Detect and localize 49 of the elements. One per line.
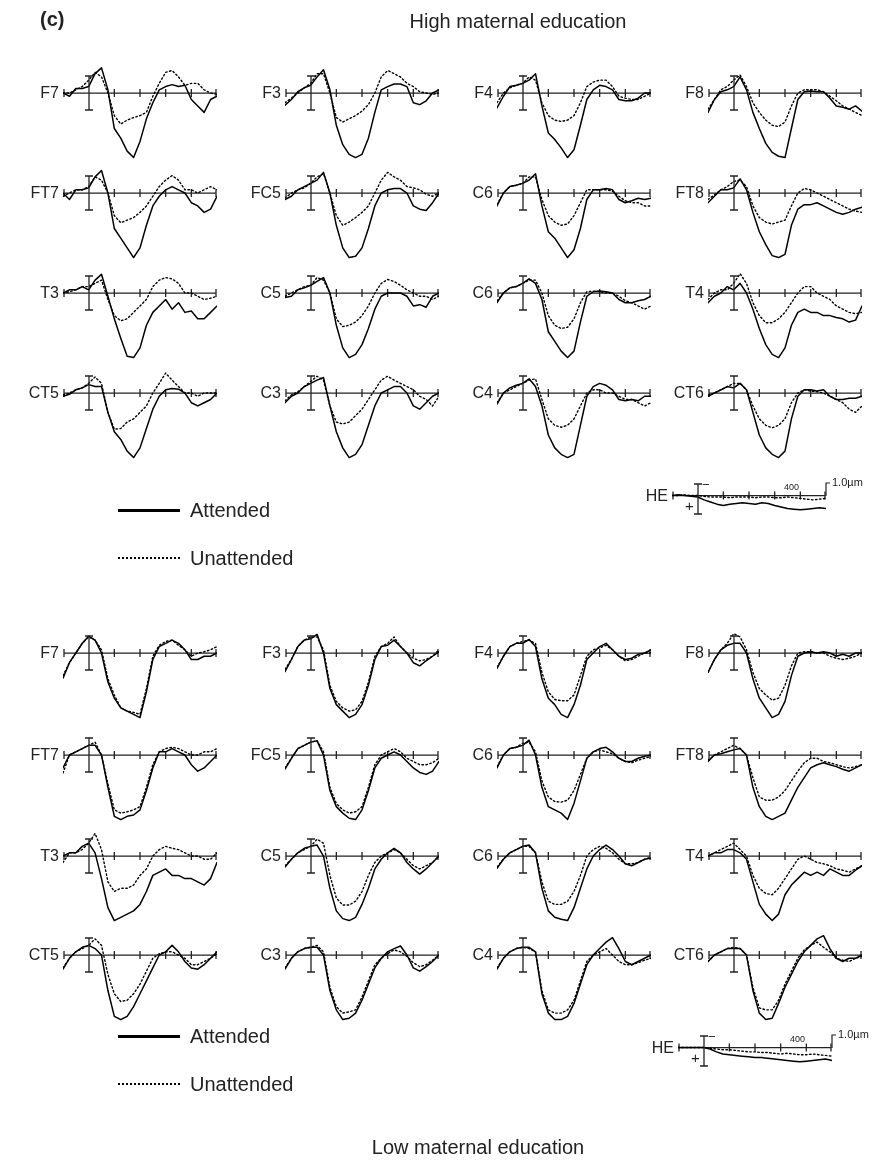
text: 1.0µm — [832, 475, 863, 488]
y-axis-title: C4 — [471, 383, 493, 403]
y-axis-title: C4 — [471, 945, 493, 965]
annotation: + — [691, 1048, 700, 1066]
y-axis-title: F3 — [261, 643, 281, 663]
y-axis-title: T3 — [39, 283, 59, 303]
text: High maternal education — [408, 9, 628, 34]
y-axis-title: FT7 — [29, 745, 59, 765]
y-axis-title: C6 — [471, 283, 493, 303]
y-axis-title: T3 — [39, 846, 59, 866]
y-axis-title: FT8 — [674, 183, 704, 203]
y-axis-title: FT7 — [29, 183, 59, 203]
y-axis-title: F7 — [39, 643, 59, 663]
y-axis-title: C5 — [259, 283, 281, 303]
text: (c) — [40, 7, 65, 32]
y-axis-title: CT6 — [672, 945, 704, 965]
y-axis-title: F7 — [39, 83, 59, 103]
y-axis-title: F4 — [473, 83, 493, 103]
annotation: + — [685, 496, 694, 514]
legend-label: Attended — [190, 498, 271, 522]
y-axis-title: FC5 — [249, 745, 281, 765]
y-axis-title: F3 — [261, 83, 281, 103]
text: − — [708, 1028, 716, 1044]
legend-label: Unattended — [190, 546, 294, 570]
y-axis-title: C5 — [259, 846, 281, 866]
y-axis-title: FC5 — [249, 183, 281, 203]
y-axis-title: T4 — [684, 846, 704, 866]
text: 1.0µm — [838, 1027, 869, 1040]
y-axis-title: F8 — [684, 643, 704, 663]
text: 400 — [790, 1033, 806, 1044]
legend-label: Unattended — [190, 1072, 294, 1096]
y-axis-title: CT5 — [27, 383, 59, 403]
y-axis-title: C3 — [259, 945, 281, 965]
y-axis-title: FT8 — [674, 745, 704, 765]
text: Low maternal education — [370, 1135, 586, 1160]
y-axis-title: C6 — [471, 745, 493, 765]
y-axis-title: C3 — [259, 383, 281, 403]
y-axis-title: C6 — [471, 183, 493, 203]
y-axis-title: HE — [644, 486, 668, 506]
text: − — [702, 476, 710, 492]
y-axis-title: T4 — [684, 283, 704, 303]
text: 400 — [784, 481, 800, 492]
y-axis-title: F4 — [473, 643, 493, 663]
y-axis-title: CT6 — [672, 383, 704, 403]
y-axis-title: HE — [650, 1038, 674, 1058]
legend-label: Attended — [190, 1024, 271, 1048]
y-axis-title: F8 — [684, 83, 704, 103]
y-axis-title: CT5 — [27, 945, 59, 965]
y-axis-title: C6 — [471, 846, 493, 866]
